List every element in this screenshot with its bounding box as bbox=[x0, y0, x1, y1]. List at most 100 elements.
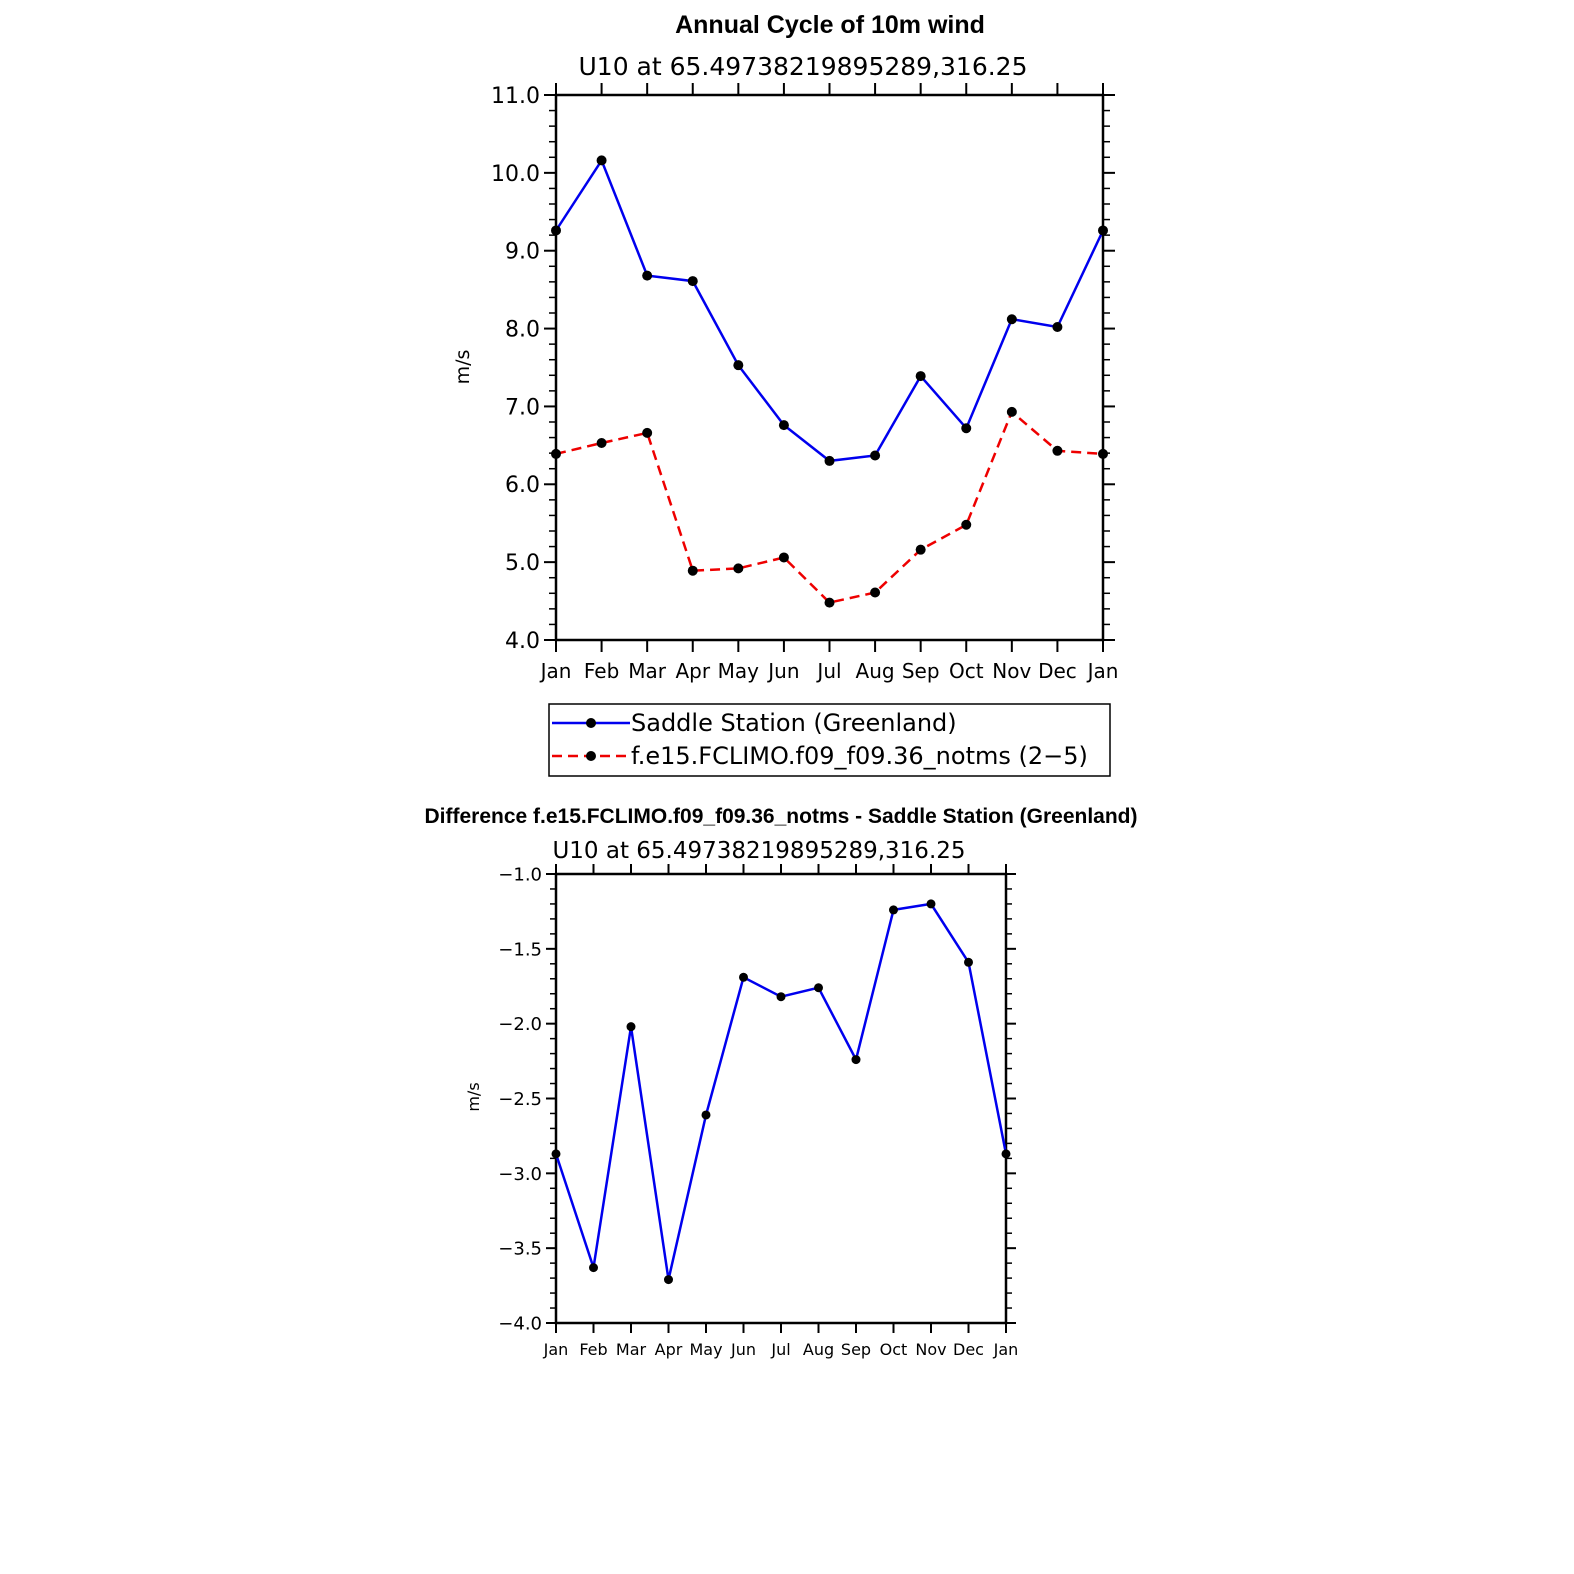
chart1-ytick-label: 4.0 bbox=[505, 629, 540, 654]
chart1-xtick-label: Oct bbox=[949, 659, 984, 683]
chart1-xtick-label: Mar bbox=[628, 659, 667, 683]
chart1-point-2 bbox=[733, 563, 744, 574]
chart1-point-1 bbox=[915, 371, 926, 382]
chart1-plot: 4.0 5.0 6.0 7.0 8.0 9.0 10.0 11.0 Jan Feb Mar Apr Ma… bbox=[491, 83, 1118, 683]
chart1-title: Annual Cycle of 10m wind bbox=[675, 11, 985, 39]
chart1-frame bbox=[554, 93, 1105, 642]
chart2-ytick-label: −2.5 bbox=[498, 1089, 542, 1110]
chart2-point-1 bbox=[926, 899, 936, 909]
chart1-xtick-label: Sep bbox=[902, 659, 940, 683]
chart1-ytick-label: 7.0 bbox=[505, 395, 540, 420]
chart2-point-1 bbox=[589, 1263, 598, 1273]
chart2-xtick-label: Jan bbox=[543, 1340, 569, 1359]
chart1-xtick-label: Jan bbox=[539, 659, 572, 683]
chart1-point-2 bbox=[596, 438, 607, 449]
chart1-point-2 bbox=[1006, 406, 1017, 417]
chart2-point-1 bbox=[626, 1022, 636, 1032]
legend-label-series1: Saddle Station (Greenland) bbox=[631, 709, 957, 737]
chart2-ytick-label: −4.0 bbox=[498, 1313, 542, 1334]
chart1-xtick-label: Feb bbox=[584, 659, 619, 683]
chart2-point-1 bbox=[776, 992, 786, 1002]
chart1-point-1 bbox=[870, 450, 881, 461]
chart1-point-1 bbox=[596, 155, 607, 166]
chart1-point-2 bbox=[915, 544, 926, 555]
chart1-xtick-label: Nov bbox=[992, 659, 1031, 683]
chart2-ylabel: m/s bbox=[464, 1082, 483, 1111]
chart1-point-1 bbox=[687, 276, 698, 287]
chart1-ytick-label: 11.0 bbox=[491, 84, 540, 109]
chart1-point-1 bbox=[642, 270, 653, 281]
chart2-plot: −4.0 −3.5 −3.0 −2.5 −2.0 −1.5 −1.0 Jan Feb Mar Apr… bbox=[498, 864, 1018, 1359]
chart2-xtick-label: Jul bbox=[770, 1340, 790, 1359]
chart1-point-1 bbox=[961, 423, 972, 434]
chart1-point-2 bbox=[824, 597, 835, 608]
chart1-point-1 bbox=[551, 225, 561, 236]
chart1-xtick-label: May bbox=[718, 659, 760, 683]
chart1-point-1 bbox=[778, 420, 789, 431]
chart2-point-1 bbox=[851, 1055, 861, 1065]
chart2-ytick-label: −3.0 bbox=[498, 1164, 542, 1185]
chart2-xtick-label: Nov bbox=[915, 1340, 946, 1359]
chart2-xtick-label: Apr bbox=[655, 1340, 683, 1359]
chart1-xtick-label: Apr bbox=[675, 659, 710, 683]
chart2-point-1 bbox=[739, 972, 748, 982]
chart1-xtick-label: Jun bbox=[766, 659, 799, 683]
chart2-subtitle: U10 at 65.49738219895289,316.25 bbox=[552, 838, 965, 864]
chart1-point-2 bbox=[642, 427, 653, 438]
chart2-point-1 bbox=[701, 1110, 711, 1120]
chart2-xtick-label: Dec bbox=[953, 1340, 984, 1359]
chart2-point-1 bbox=[889, 905, 898, 915]
legend-marker-series1 bbox=[586, 718, 596, 728]
chart1-point-1 bbox=[824, 455, 835, 466]
chart1-series-line-2 bbox=[555, 409, 1104, 604]
chart1-xtick-label: Jan bbox=[1086, 659, 1119, 683]
chart1-ytick-label: 10.0 bbox=[491, 162, 540, 187]
chart1-ytick-label: 8.0 bbox=[505, 317, 540, 342]
chart1-xtick-label: Jul bbox=[815, 659, 841, 683]
chart2-xtick-label: Feb bbox=[579, 1340, 607, 1359]
chart2-xtick-label: Aug bbox=[803, 1340, 834, 1359]
legend-marker-series2 bbox=[586, 751, 596, 761]
chart2-point-1 bbox=[814, 983, 823, 993]
legend-box bbox=[548, 703, 1111, 777]
chart2-point-1 bbox=[664, 1275, 673, 1285]
chart1-ytick-label: 9.0 bbox=[505, 240, 540, 265]
chart1-ytick-label: 5.0 bbox=[505, 551, 540, 576]
chart1-point-2 bbox=[1098, 448, 1108, 459]
chart2-title: Difference f.e15.FCLIMO.f09_f09.36_notms… bbox=[424, 805, 1137, 828]
chart2-ytick-label: −3.5 bbox=[498, 1239, 542, 1260]
chart1-legend: Saddle Station (Greenland) f.e15.FCLIMO.… bbox=[548, 703, 1111, 777]
chart1-point-2 bbox=[687, 565, 698, 576]
chart2-point-1 bbox=[964, 957, 973, 967]
chart2-series-line-1 bbox=[554, 902, 1008, 1280]
chart2-ytick-label: −1.0 bbox=[498, 864, 542, 885]
chart2-frame bbox=[554, 872, 1008, 1325]
chart2-xtick-label: Jun bbox=[730, 1340, 756, 1359]
chart1-point-2 bbox=[1052, 445, 1063, 456]
chart1-point-1 bbox=[1006, 314, 1017, 325]
chart2-xtick-label: Mar bbox=[616, 1340, 647, 1359]
chart2-xtick-label: Jan bbox=[993, 1340, 1019, 1359]
chart1-point-2 bbox=[870, 587, 881, 598]
chart1-series-line-1 bbox=[554, 157, 1105, 463]
chart1-subtitle: U10 at 65.49738219895289,316.25 bbox=[579, 52, 1028, 81]
chart1-point-1 bbox=[733, 360, 744, 371]
chart2-ytick-label: −1.5 bbox=[498, 939, 542, 960]
chart2-xtick-label: Sep bbox=[841, 1340, 871, 1359]
chart1-ylabel: m/s bbox=[452, 350, 474, 385]
chart2-xtick-label: May bbox=[689, 1340, 722, 1359]
chart1-point-2 bbox=[778, 552, 789, 563]
chart1-point-1 bbox=[1098, 225, 1108, 236]
chart1-point-2 bbox=[961, 519, 972, 530]
chart1-ytick-label: 6.0 bbox=[505, 473, 540, 498]
chart1-point-2 bbox=[551, 448, 561, 459]
legend-label-series2: f.e15.FCLIMO.f09_f09.36_notms (2−5) bbox=[631, 742, 1088, 770]
chart2-xtick-label: Oct bbox=[880, 1340, 908, 1359]
chart1-xtick-label: Aug bbox=[856, 659, 895, 683]
chart1-xtick-label: Dec bbox=[1038, 659, 1077, 683]
chart2-point-1 bbox=[551, 1149, 561, 1159]
chart2-ytick-label: −2.0 bbox=[498, 1014, 542, 1035]
chart2-point-1 bbox=[1001, 1149, 1011, 1159]
chart1-point-1 bbox=[1052, 322, 1063, 333]
